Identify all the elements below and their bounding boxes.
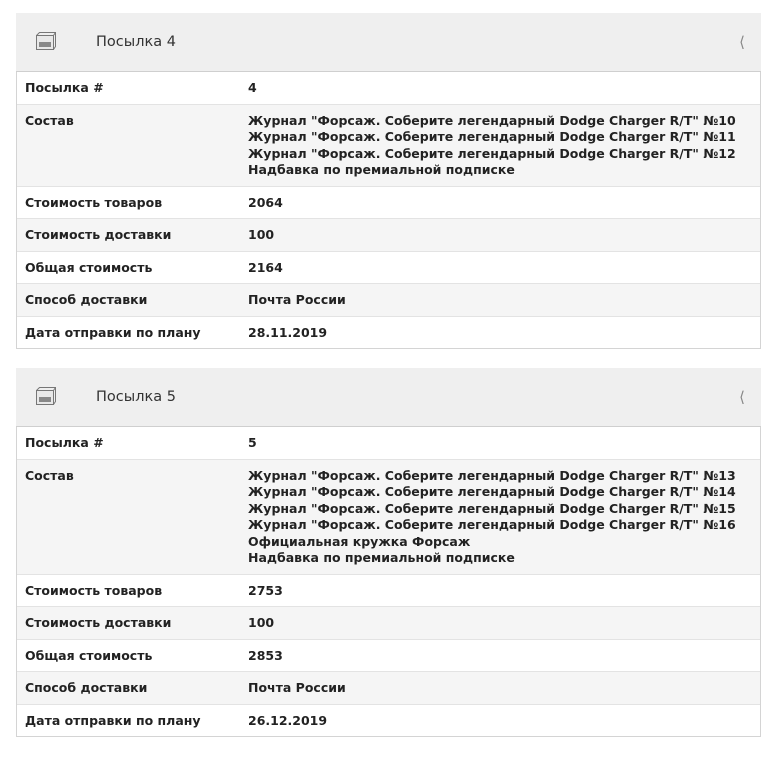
- value-line: 4: [248, 80, 257, 95]
- parcel-card: Посылка 5 ⟨ Посылка # 5 Состав Журнал "Ф…: [16, 368, 761, 737]
- chevron-left-icon[interactable]: ⟨: [739, 33, 745, 51]
- parcel-header[interactable]: Посылка 5 ⟨: [16, 368, 761, 427]
- row-value: Почта России: [248, 292, 346, 309]
- row-label: Стоимость доставки: [25, 615, 172, 630]
- value-line: Почта России: [248, 292, 346, 307]
- row-value: 100: [248, 615, 274, 632]
- package-box-icon: [36, 32, 56, 50]
- value-line: Журнал "Форсаж. Соберите легендарный Dod…: [248, 484, 736, 499]
- row-value: 28.11.2019: [248, 325, 327, 342]
- table-row: Состав Журнал "Форсаж. Соберите легендар…: [17, 459, 760, 575]
- row-label: Способ доставки: [25, 292, 148, 307]
- table-row: Дата отправки по плану 28.11.2019: [17, 317, 760, 349]
- row-label: Стоимость доставки: [25, 227, 172, 242]
- value-line: 2164: [248, 259, 283, 275]
- row-label: Общая стоимость: [25, 647, 153, 663]
- value-line: 100: [248, 615, 275, 630]
- value-line: 100: [248, 227, 275, 242]
- row-label: Общая стоимость: [25, 259, 153, 275]
- value-line: 28.11.2019: [248, 324, 328, 340]
- row-label: Дата отправки по плану: [25, 324, 201, 340]
- row-value: 2753: [248, 583, 283, 600]
- row-label: Посылка #: [25, 435, 104, 450]
- value-line: 5: [248, 435, 257, 450]
- table-row: Общая стоимость 2853: [17, 640, 760, 672]
- value-line: Почта России: [248, 680, 346, 695]
- row-value: 2064: [248, 195, 283, 212]
- table-row: Посылка # 5: [17, 427, 760, 460]
- value-line: Надбавка по премиальной подписке: [248, 162, 515, 177]
- row-value: 100: [248, 227, 274, 244]
- table-row: Состав Журнал "Форсаж. Соберите легендар…: [17, 104, 760, 187]
- value-line: Журнал "Форсаж. Соберите легендарный Dod…: [248, 112, 736, 128]
- row-label: Состав: [25, 112, 74, 128]
- row-value: 2164: [248, 260, 283, 277]
- value-line: Журнал "Форсаж. Соберите легендарный Dod…: [248, 129, 736, 144]
- value-line: Журнал "Форсаж. Соберите легендарный Dod…: [248, 467, 736, 483]
- table-row: Способ доставки Почта России: [17, 284, 760, 317]
- parcel-header[interactable]: Посылка 4 ⟨: [16, 13, 761, 72]
- row-value: Почта России: [248, 680, 346, 697]
- row-value: Журнал "Форсаж. Соберите легендарный Dod…: [248, 113, 736, 179]
- value-line: 26.12.2019: [248, 712, 328, 728]
- value-line: Журнал "Форсаж. Соберите легендарный Dod…: [248, 145, 736, 161]
- value-line: Журнал "Форсаж. Соберите легендарный Dod…: [248, 517, 736, 532]
- value-line: Журнал "Форсаж. Соберите легендарный Dod…: [248, 500, 736, 516]
- table-row: Стоимость доставки 100: [17, 607, 760, 640]
- row-label: Посылка #: [25, 80, 104, 95]
- row-value: 5: [248, 435, 257, 452]
- row-label: Стоимость товаров: [25, 194, 163, 210]
- row-value: Журнал "Форсаж. Соберите легендарный Dod…: [248, 468, 736, 567]
- table-row: Стоимость доставки 100: [17, 219, 760, 252]
- parcel-card: Посылка 4 ⟨ Посылка # 4 Состав Журнал "Ф…: [16, 13, 761, 349]
- row-value: 4: [248, 80, 257, 97]
- value-line: 2064: [248, 194, 283, 210]
- row-label: Дата отправки по плану: [25, 712, 201, 728]
- table-row: Стоимость товаров 2753: [17, 575, 760, 607]
- parcel-title: Посылка 4: [96, 34, 176, 50]
- value-line: Надбавка по премиальной подписке: [248, 550, 515, 565]
- row-label: Способ доставки: [25, 680, 148, 695]
- row-label: Стоимость товаров: [25, 582, 163, 598]
- parcel-title: Посылка 5: [96, 389, 176, 405]
- row-value: 2853: [248, 648, 283, 665]
- table-row: Общая стоимость 2164: [17, 252, 760, 284]
- table-row: Стоимость товаров 2064: [17, 187, 760, 219]
- row-label: Состав: [25, 467, 74, 483]
- value-line: 2753: [248, 582, 283, 598]
- row-value: 26.12.2019: [248, 713, 327, 730]
- value-line: 2853: [248, 647, 283, 663]
- package-box-icon: [36, 387, 56, 405]
- table-row: Дата отправки по плану 26.12.2019: [17, 705, 760, 737]
- value-line: Официальная кружка Форсаж: [248, 533, 471, 549]
- chevron-left-icon[interactable]: ⟨: [739, 388, 745, 406]
- table-row: Посылка # 4: [17, 72, 760, 105]
- table-row: Способ доставки Почта России: [17, 672, 760, 705]
